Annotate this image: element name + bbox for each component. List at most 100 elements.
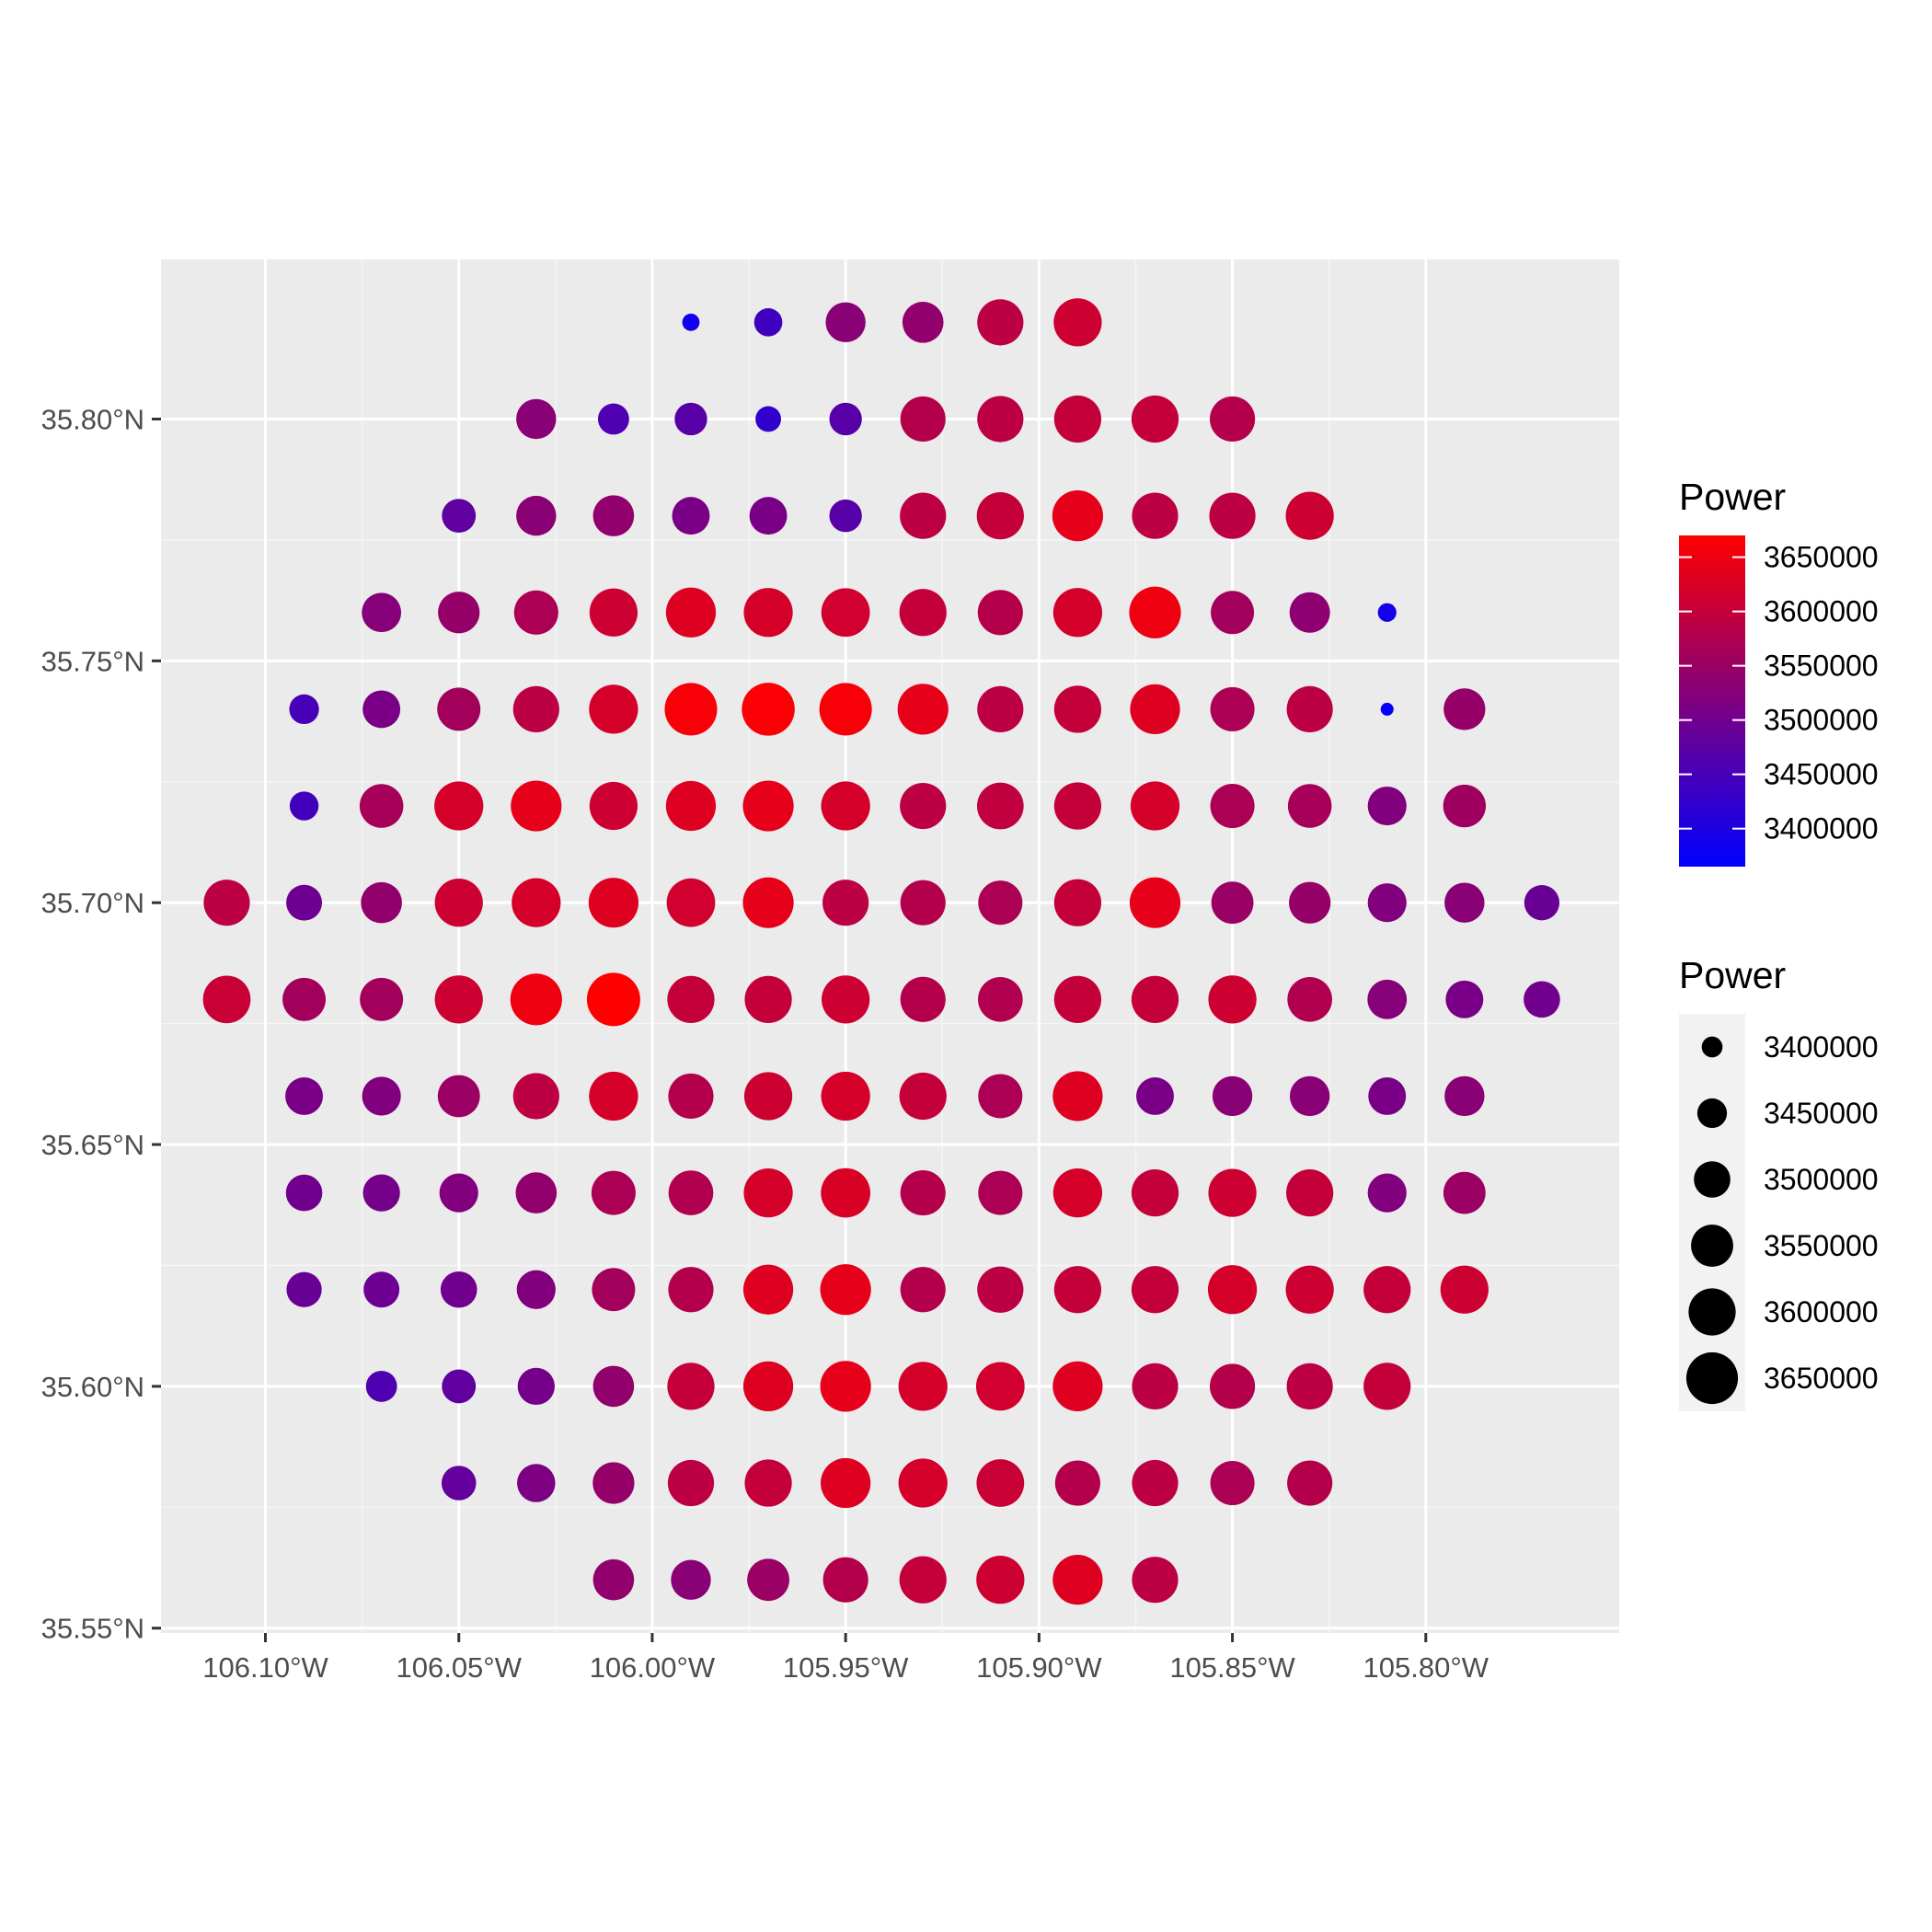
data-point (1287, 1460, 1333, 1506)
data-point (900, 396, 946, 443)
y-tick-label: 35.75°N (41, 645, 144, 677)
data-point (362, 1076, 401, 1116)
data-point (978, 880, 1023, 926)
data-point (517, 1367, 555, 1406)
data-point (1053, 879, 1102, 926)
data-point (1132, 492, 1179, 539)
data-point (1210, 1363, 1256, 1409)
data-point (285, 1174, 323, 1212)
y-axis: 35.55°N 35.60°N 35.65°N 35.70°N 35.75°N 35.80… (41, 403, 161, 1645)
data-point (976, 1459, 1025, 1507)
data-point (360, 977, 404, 1021)
data-point (1444, 1075, 1485, 1117)
size-legend-key (1685, 1351, 1739, 1405)
data-point (589, 1071, 638, 1121)
y-tick-label: 35.55°N (41, 1613, 144, 1645)
data-point (1136, 1077, 1174, 1115)
data-point (1132, 1363, 1179, 1409)
size-legend: Power 3400000 3450000 3500000 3550000 360000… (1679, 954, 1879, 1411)
data-point (361, 881, 402, 924)
data-point (977, 1266, 1024, 1313)
data-point (674, 402, 707, 436)
data-point (1052, 1071, 1103, 1121)
data-point (516, 398, 557, 440)
data-point (900, 880, 946, 926)
x-tick-label: 105.80°W (1363, 1651, 1489, 1684)
data-point (821, 588, 870, 638)
data-point (1210, 686, 1255, 731)
data-point (1211, 881, 1254, 925)
data-points (202, 298, 1560, 1605)
data-point (829, 402, 862, 436)
data-point (1524, 885, 1560, 921)
data-point (1444, 882, 1485, 923)
data-point (1210, 784, 1255, 829)
data-point (743, 1072, 793, 1121)
color-legend-bar (1679, 535, 1745, 867)
data-point (1053, 395, 1102, 443)
data-point (362, 1174, 400, 1212)
data-point (1367, 979, 1408, 1019)
data-point (1289, 592, 1330, 633)
data-point (1130, 684, 1180, 735)
data-point (513, 590, 558, 635)
data-point (515, 1172, 558, 1213)
size-legend-key-background (1679, 1014, 1745, 1411)
data-point (592, 1558, 635, 1601)
data-point (1053, 1266, 1102, 1314)
data-point (977, 590, 1023, 636)
color-legend-label: 3500000 (1764, 704, 1879, 737)
data-point (516, 1270, 556, 1309)
data-point (1367, 786, 1407, 826)
data-point (359, 784, 404, 828)
data-point (682, 313, 700, 331)
data-point (671, 1559, 711, 1600)
data-point (1443, 688, 1486, 730)
data-point (667, 1459, 715, 1507)
size-legend-label: 3500000 (1764, 1163, 1879, 1196)
data-point (1053, 975, 1102, 1023)
data-point (437, 687, 481, 731)
data-point (1052, 490, 1104, 542)
data-point (586, 972, 640, 1027)
size-legend-title: Power (1679, 954, 1786, 996)
data-point (1053, 782, 1102, 830)
data-point (900, 492, 947, 539)
data-point (977, 299, 1024, 346)
data-point (286, 884, 323, 921)
data-point (1287, 977, 1332, 1022)
color-legend: Power 3650000 3600000 3550000 3500000 345000… (1679, 476, 1879, 867)
x-tick-label: 105.95°W (783, 1651, 909, 1684)
y-tick-label: 35.80°N (41, 403, 144, 435)
data-point (1052, 588, 1103, 638)
x-tick-label: 106.00°W (590, 1651, 716, 1684)
data-point (825, 302, 866, 343)
data-point (289, 791, 319, 821)
data-point (668, 1073, 714, 1120)
data-point (742, 1264, 794, 1315)
data-point (363, 1271, 400, 1308)
data-point (289, 694, 319, 725)
color-legend-label: 3400000 (1764, 812, 1879, 845)
data-point (822, 975, 870, 1024)
data-point (1285, 491, 1334, 540)
x-tick-label: 106.10°W (202, 1651, 328, 1684)
y-tick-label: 35.65°N (41, 1129, 144, 1161)
data-point (1130, 781, 1180, 831)
size-legend-label: 3400000 (1764, 1030, 1879, 1064)
data-point (1367, 883, 1407, 923)
size-legend-label: 3550000 (1764, 1229, 1879, 1262)
data-point (900, 976, 946, 1022)
data-point (1052, 1361, 1103, 1412)
data-point (1210, 396, 1256, 443)
data-point (1210, 1461, 1255, 1506)
data-point (820, 1361, 871, 1412)
data-point (592, 495, 635, 536)
data-point (821, 1071, 870, 1121)
data-point (898, 1458, 948, 1508)
data-point (1131, 1168, 1179, 1217)
y-tick-label: 35.70°N (41, 887, 144, 919)
x-tick-label: 106.05°W (396, 1651, 522, 1684)
data-point (1131, 1266, 1179, 1314)
